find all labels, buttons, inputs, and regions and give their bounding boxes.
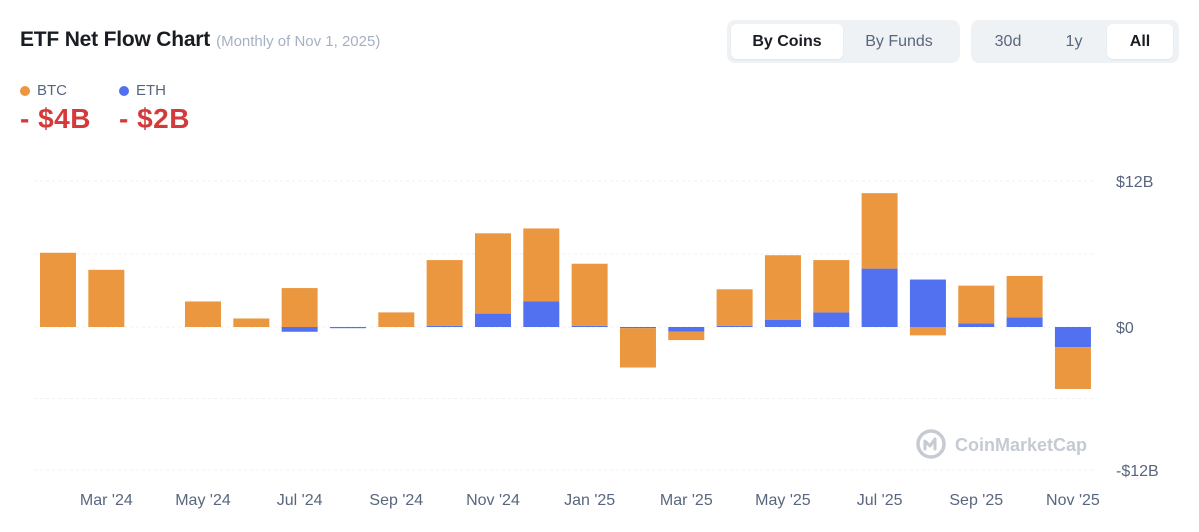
x-tick-label: Nov '24 <box>466 492 520 509</box>
eth-bar[interactable] <box>764 319 801 327</box>
x-tick-label: Jul '24 <box>277 492 323 509</box>
btc-bar[interactable] <box>619 328 656 368</box>
eth-bar[interactable] <box>668 327 705 332</box>
btc-bar[interactable] <box>523 228 560 302</box>
bars <box>40 193 1091 389</box>
eth-bar[interactable] <box>1054 327 1091 348</box>
x-tick-label: Sep '25 <box>949 492 1003 509</box>
time-range-toggle: 30d 1y All <box>971 20 1179 63</box>
range-30d-button[interactable]: 30d <box>994 32 1022 50</box>
x-tick-label: Jul '25 <box>857 492 903 509</box>
btc-bar[interactable] <box>861 193 898 269</box>
btc-bar[interactable] <box>281 288 318 327</box>
y-tick-label: $0 <box>1116 320 1134 337</box>
btc-bar[interactable] <box>668 331 705 341</box>
btc-bar[interactable] <box>40 252 76 327</box>
btc-bar[interactable] <box>1006 275 1043 318</box>
btc-bar[interactable] <box>571 263 608 326</box>
eth-net-flow-value: - $2B <box>119 103 190 134</box>
eth-bar[interactable] <box>909 279 946 327</box>
x-axis: Mar '24 May '24 Jul '24 Sep '24 Nov '24 Jan '… <box>80 492 1100 509</box>
eth-color-dot <box>119 85 129 96</box>
btc-bar[interactable] <box>716 289 753 326</box>
eth-label: ETH <box>136 82 166 99</box>
eth-bar[interactable] <box>619 327 656 329</box>
btc-bar[interactable] <box>1054 347 1091 389</box>
y-tick-label: $12B <box>1116 174 1153 191</box>
btc-bar[interactable] <box>474 233 511 314</box>
btc-bar[interactable] <box>909 327 946 336</box>
eth-bar[interactable] <box>571 325 608 327</box>
coinmarketcap-watermark: CoinMarketCap <box>916 429 1087 459</box>
by-funds-button[interactable]: By Funds <box>865 32 933 50</box>
y-tick-label: -$12B <box>1116 463 1159 480</box>
btc-bar[interactable] <box>378 312 415 327</box>
btc-bar[interactable] <box>958 285 995 324</box>
x-tick-label: Nov '25 <box>1046 492 1100 509</box>
eth-bar[interactable] <box>523 301 560 327</box>
x-tick-label: May '25 <box>755 492 811 509</box>
range-1y-button[interactable]: 1y <box>1065 32 1083 50</box>
x-tick-label: Mar '24 <box>80 492 133 509</box>
x-tick-label: Sep '24 <box>369 492 423 509</box>
eth-bar[interactable] <box>1006 317 1043 327</box>
x-tick-label: Jan '25 <box>564 492 615 509</box>
legend-btc[interactable]: BTC - $4B <box>20 82 91 135</box>
eth-bar[interactable] <box>281 327 318 332</box>
btc-bar[interactable] <box>233 318 270 327</box>
btc-label: BTC <box>37 82 67 99</box>
eth-bar[interactable] <box>426 325 463 327</box>
x-tick-label: Mar '25 <box>660 492 713 509</box>
btc-bar[interactable] <box>764 255 801 320</box>
coinmarketcap-logo-icon <box>916 429 946 459</box>
legend-eth[interactable]: ETH - $2B <box>119 82 190 135</box>
chart-subtitle: (Monthly of Nov 1, 2025) <box>216 33 381 50</box>
btc-color-dot <box>20 85 30 96</box>
eth-bar[interactable] <box>329 327 366 329</box>
eth-bar[interactable] <box>958 323 995 327</box>
eth-bar[interactable] <box>716 325 753 327</box>
chart-title: ETF Net Flow Chart <box>20 28 211 51</box>
btc-bar[interactable] <box>88 269 125 327</box>
btc-bar[interactable] <box>184 301 221 327</box>
coins-funds-toggle: By Coins By Funds <box>727 20 960 63</box>
btc-bar[interactable] <box>813 260 850 313</box>
chart-header: ETF Net Flow Chart (Monthly of Nov 1, 20… <box>20 28 380 52</box>
eth-bar[interactable] <box>474 313 511 327</box>
x-tick-label: May '24 <box>175 492 231 509</box>
btc-bar[interactable] <box>426 260 463 326</box>
eth-bar[interactable] <box>813 312 850 327</box>
range-all-button[interactable]: All <box>1107 24 1173 59</box>
watermark-text: CoinMarketCap <box>955 435 1087 455</box>
btc-net-flow-value: - $4B <box>20 103 91 134</box>
y-axis: $12B $0 -$12B <box>1116 174 1159 480</box>
eth-bar[interactable] <box>861 268 898 327</box>
by-coins-button[interactable]: By Coins <box>731 24 843 59</box>
